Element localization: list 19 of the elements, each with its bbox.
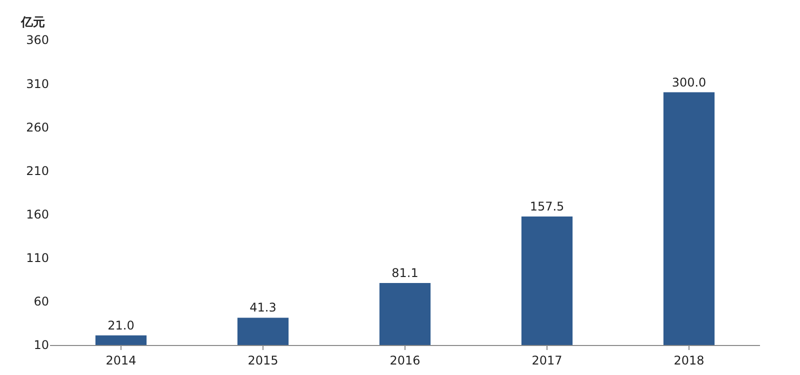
data-label: 41.3	[250, 300, 276, 315]
x-tick-label: 2016	[390, 353, 420, 368]
data-label: 157.5	[530, 199, 564, 214]
y-tick-label: 310	[26, 76, 49, 91]
data-label: 21.0	[108, 318, 134, 332]
y-tick-label: 10	[34, 338, 49, 352]
y-axis-title: 亿元	[20, 15, 45, 29]
x-tick-label: 2015	[248, 353, 278, 368]
y-tick-label: 60	[34, 294, 49, 309]
x-tick-label: 2018	[674, 353, 704, 368]
y-tick-label: 260	[26, 120, 49, 134]
data-label: 300.0	[672, 75, 706, 90]
y-tick-label: 110	[26, 251, 49, 266]
x-tick-label: 2017	[532, 353, 562, 368]
y-tick-label: 360	[26, 33, 49, 48]
data-label: 81.1	[392, 266, 418, 280]
y-tick-label: 160	[26, 207, 49, 222]
x-tick-label: 2014	[106, 353, 136, 368]
y-tick-label: 210	[26, 164, 49, 178]
